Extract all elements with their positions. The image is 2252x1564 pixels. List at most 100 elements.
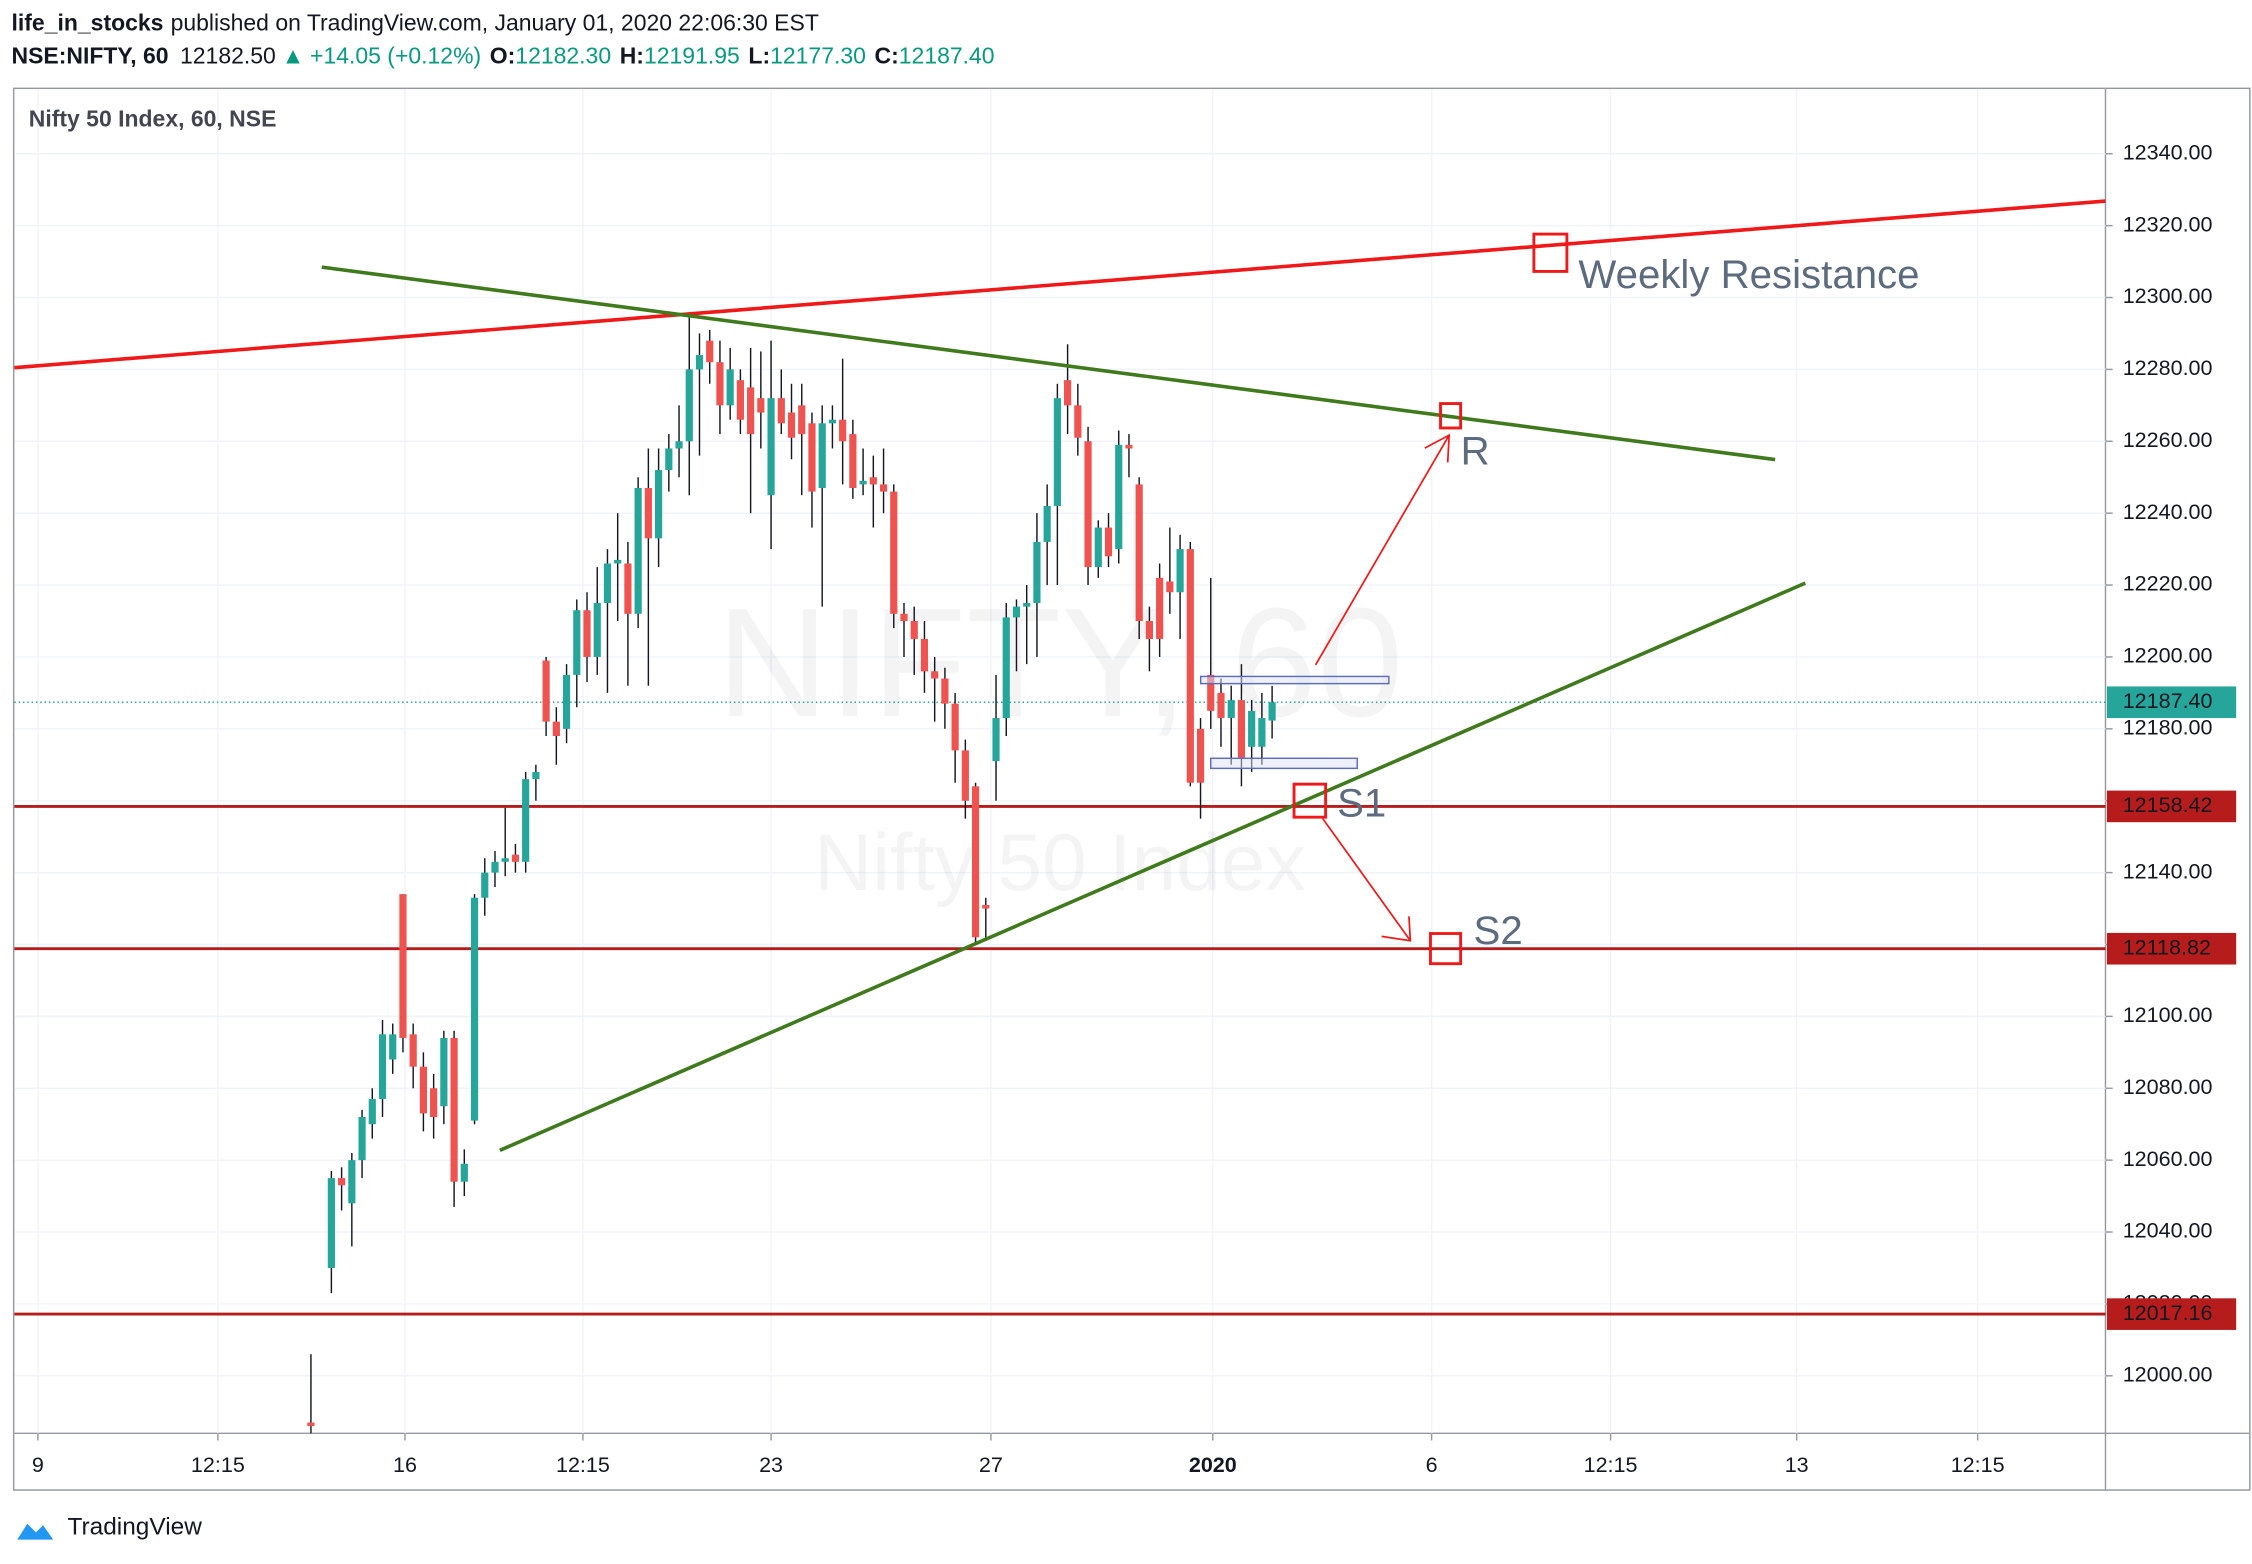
candle-body <box>409 1034 417 1067</box>
y-tick-label: 12060.00 <box>2123 1147 2213 1171</box>
candle-body <box>603 563 612 604</box>
candle-body <box>767 398 775 496</box>
candle-body <box>1237 700 1246 758</box>
candle-body <box>460 1163 468 1182</box>
candle-body <box>501 858 509 862</box>
high: 12191.95 <box>644 43 740 69</box>
candle-body <box>655 470 663 539</box>
candle-body <box>685 369 693 442</box>
candle-body <box>562 674 571 729</box>
candle-body <box>941 678 949 704</box>
marker-box <box>1429 932 1463 966</box>
x-tick-label: 13 <box>1785 1453 1809 1477</box>
candle-body <box>1217 692 1225 719</box>
x-tick-label: 12:15 <box>556 1453 610 1477</box>
arrow: ▲ <box>282 43 305 69</box>
y-tick-label: 12100.00 <box>2123 1003 2213 1027</box>
price: 12182.50 <box>180 43 276 69</box>
range-box <box>1210 757 1358 770</box>
hline-label-box <box>2106 932 2237 965</box>
candle-body <box>338 1178 346 1186</box>
open: 12182.30 <box>515 43 611 69</box>
candle-body <box>532 771 540 780</box>
candle-body <box>665 448 673 471</box>
chart-title: Nifty 50 Index, 60, NSE <box>29 106 277 132</box>
candle-body <box>931 671 939 679</box>
candle-body <box>348 1160 356 1204</box>
last-price-box <box>2106 686 2237 719</box>
candle-body <box>971 786 980 938</box>
hline-label-box <box>2106 790 2237 823</box>
candle-body <box>849 434 857 489</box>
last-price-label: 12187.40 <box>2123 689 2213 713</box>
candle-body <box>378 1034 387 1100</box>
candle-body <box>389 1034 397 1060</box>
candle-body <box>1176 549 1184 593</box>
candle-body <box>951 703 959 751</box>
y-tick-label: 12260.00 <box>2123 428 2213 452</box>
candle-body <box>419 1066 427 1114</box>
candle-body <box>1064 380 1072 406</box>
x-tick-label: 6 <box>1426 1453 1438 1477</box>
candle-body <box>552 721 560 737</box>
candle-body <box>869 477 877 485</box>
x-tick-label: 9 <box>32 1453 44 1477</box>
candle-body <box>747 387 755 435</box>
annotation: S1 <box>1337 780 1386 825</box>
close-label: C: <box>875 43 899 69</box>
y-tick-label: 12220.00 <box>2123 572 2213 596</box>
hline-label: 12118.82 <box>2123 935 2211 959</box>
candle-body <box>982 904 990 909</box>
candle-body <box>430 1088 438 1118</box>
x-tick-label: 2020 <box>1189 1453 1237 1477</box>
candle-body <box>573 610 581 675</box>
y-tick-label: 12080.00 <box>2123 1075 2213 1099</box>
candle-body <box>1196 728 1205 783</box>
arrow-head <box>1424 433 1451 463</box>
y-tick-label: 12340.00 <box>2123 140 2213 164</box>
y-tick-label: 12000.00 <box>2123 1362 2213 1386</box>
candle-body <box>542 660 550 722</box>
candle-body <box>910 620 918 639</box>
candle-body <box>890 491 898 614</box>
published: published on TradingView.com, January 01… <box>171 9 819 35</box>
y-tick-label: 12180.00 <box>2123 716 2213 740</box>
candle-body <box>307 1422 315 1427</box>
candle-body <box>1033 541 1041 604</box>
close: 12187.40 <box>899 43 995 69</box>
candle-body <box>1248 710 1256 747</box>
candle-body <box>399 894 407 1038</box>
range-box <box>1199 675 1390 685</box>
change: +14.05 (+0.12%) <box>310 43 481 69</box>
candle-body <box>818 423 826 489</box>
candle-body <box>481 872 489 898</box>
candle-body <box>1074 405 1082 438</box>
x-tick-label: 12:15 <box>1951 1453 2005 1477</box>
drawings: Weekly Resistance R S1 S2 <box>14 199 2106 1153</box>
candle-body <box>450 1037 458 1182</box>
candle-body <box>470 897 479 1121</box>
candle-body <box>491 861 499 873</box>
candle-body <box>695 355 704 370</box>
annotation: S2 <box>1474 908 1523 953</box>
candle-body <box>1002 617 1010 719</box>
candle-body <box>1094 527 1102 568</box>
candle-body <box>327 1178 335 1268</box>
candle-body <box>879 484 888 492</box>
hline-label-box <box>2106 1298 2237 1330</box>
candle-body <box>1053 398 1061 506</box>
brand: TradingView <box>68 1514 203 1541</box>
x-tick-label: 27 <box>979 1453 1003 1477</box>
marks <box>14 315 2106 1434</box>
candle-body <box>1023 603 1031 607</box>
candle-body <box>358 1117 366 1161</box>
y-tick-label: 12280.00 <box>2123 356 2213 380</box>
x-tick-label: 23 <box>759 1453 783 1477</box>
frame <box>12 87 2251 1491</box>
x-tick-label: 12:15 <box>191 1453 245 1477</box>
candle-body <box>787 412 796 438</box>
upper-trendline <box>321 265 1776 462</box>
candle-body <box>1156 577 1164 639</box>
